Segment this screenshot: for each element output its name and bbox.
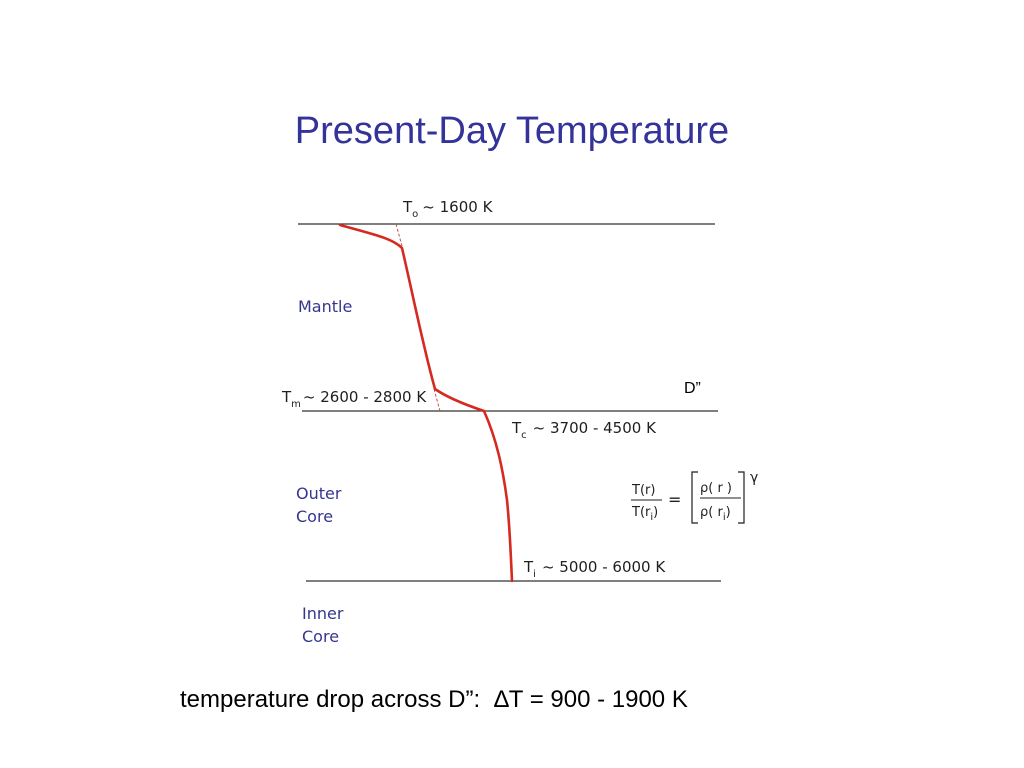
surface-temperature-label: To ~ 1600 K bbox=[402, 198, 494, 220]
equation-equals-sign: = bbox=[668, 490, 681, 509]
mantle-base-temperature-label: Tm ~ 2600 - 2800 K bbox=[281, 388, 427, 410]
d-double-prime-label: D” bbox=[684, 380, 701, 397]
outer-core-region-label-line1: Outer bbox=[296, 484, 342, 503]
surface-adiabat-dashed bbox=[395, 223, 403, 247]
equation-lhs-numerator: T(r) bbox=[631, 483, 655, 498]
equation-right-bracket bbox=[738, 471, 745, 524]
mantle-region-label: Mantle bbox=[298, 297, 352, 316]
inner-core-boundary-temperature-label: Ti ~ 5000 - 6000 K bbox=[523, 558, 666, 580]
inner-core-region-label-line2: Core bbox=[302, 627, 339, 646]
equation-exponent-gamma: γ bbox=[750, 470, 758, 486]
equation-rhs-denominator: ρ( ri) bbox=[700, 505, 731, 523]
caption-text: temperature drop across D”: bbox=[180, 686, 481, 713]
inner-core-region-label-line1: Inner bbox=[302, 604, 344, 623]
caption-delta-value: ∆T = 900 - 1900 K bbox=[494, 686, 688, 713]
equation-rhs-numerator: ρ( r ) bbox=[700, 481, 732, 496]
temperature-profile-curve bbox=[338, 223, 514, 583]
equation-lhs-denominator: T(ri) bbox=[631, 505, 658, 523]
adiabatic-scaling-equation: T(r) T(ri) = ρ( r ) ρ( ri) γ bbox=[631, 470, 758, 524]
dprime-adiabat-dashed bbox=[433, 388, 441, 412]
core-top-temperature-label: Tc ~ 3700 - 4500 K bbox=[511, 419, 657, 441]
temperature-drop-caption: temperature drop across D”: ∆T = 900 - 19… bbox=[180, 686, 688, 714]
slide-title: Present-Day Temperature bbox=[294, 110, 730, 152]
outer-core-region-label-line2: Core bbox=[296, 507, 333, 526]
equation-left-bracket bbox=[691, 471, 698, 524]
